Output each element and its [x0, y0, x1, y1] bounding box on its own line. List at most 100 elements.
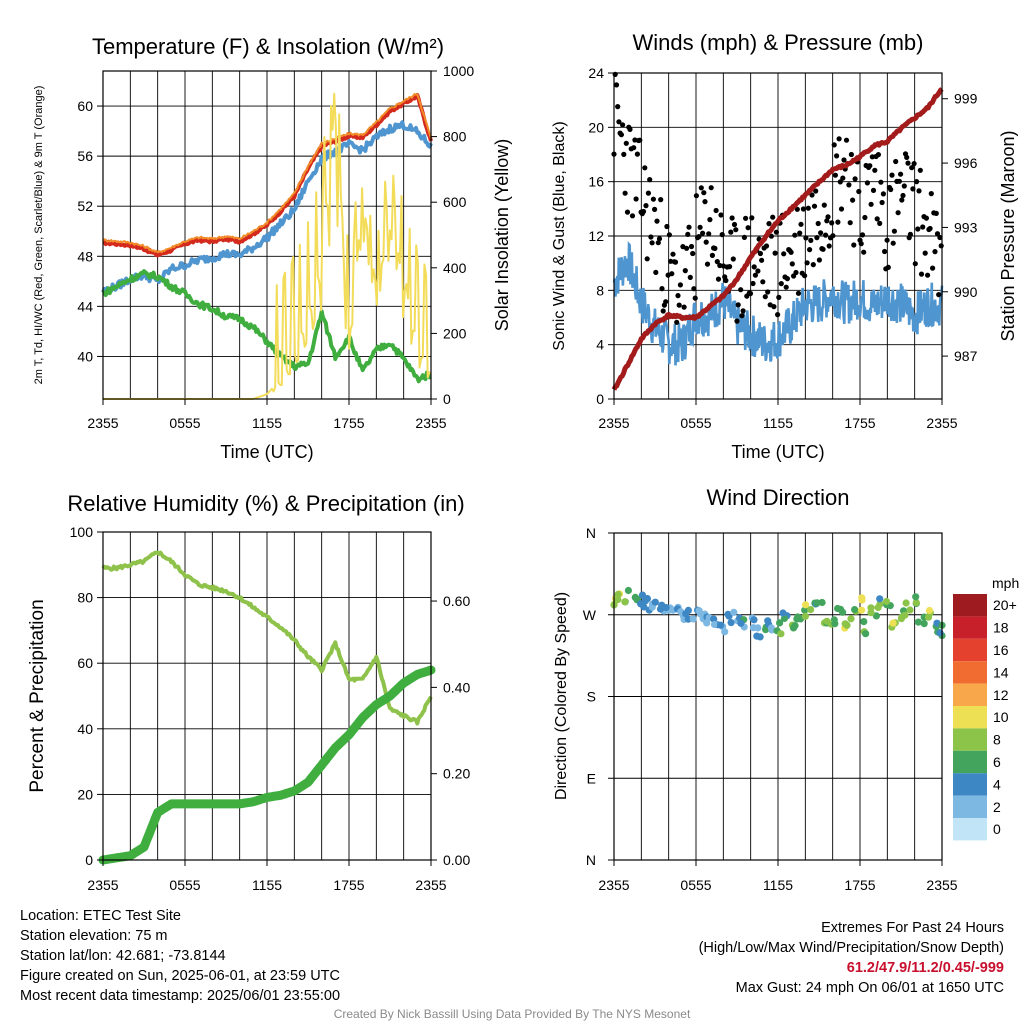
- winds-x-label: Time (UTC): [731, 442, 824, 462]
- direction-tick-label: N: [586, 525, 596, 541]
- direction-point: [780, 614, 789, 623]
- dewpoint-line: [101, 269, 432, 384]
- gust-point: [765, 289, 771, 295]
- gust-point: [870, 187, 877, 193]
- gust-point: [814, 235, 820, 241]
- gust-point: [889, 172, 895, 178]
- y-tick-label: 48: [77, 248, 93, 264]
- gust-point: [620, 122, 626, 128]
- direction-point: [682, 610, 690, 618]
- gust-point: [805, 205, 811, 211]
- gust-point: [693, 193, 700, 199]
- y-tick-label: 56: [77, 148, 93, 164]
- gust-point: [798, 221, 804, 227]
- direction-point: [858, 606, 866, 614]
- gust-point: [830, 233, 836, 239]
- gust-point: [709, 252, 716, 258]
- gust-point: [702, 199, 708, 205]
- gust-point: [747, 290, 754, 297]
- gust-point: [836, 136, 842, 142]
- gust-point: [672, 259, 679, 265]
- direction-point: [789, 624, 798, 632]
- gust-point: [930, 265, 936, 271]
- temperature-x-label: Time (UTC): [220, 442, 313, 462]
- gust-point: [757, 250, 764, 257]
- gust-point: [627, 126, 633, 132]
- y-tick-label: 100: [70, 524, 94, 540]
- direction-point: [882, 597, 891, 606]
- x-tick-label: 2355: [87, 415, 118, 431]
- y2-tick-label: 0.60: [443, 593, 470, 609]
- gust-point: [658, 197, 664, 203]
- direction-point: [924, 613, 933, 621]
- recent-data-text: Most recent data timestamp: 2025/06/01 2…: [20, 988, 341, 1004]
- gust-point: [875, 152, 882, 158]
- gust-point: [893, 158, 899, 165]
- gust-point: [795, 290, 802, 296]
- direction-tick-label: S: [587, 689, 596, 705]
- gust-point: [914, 179, 920, 185]
- x-tick-label: 1755: [333, 415, 364, 431]
- colorbar-label: 20+: [993, 597, 1017, 613]
- y2-tick-label: 0.00: [443, 852, 470, 868]
- gust-point: [868, 201, 874, 207]
- gust-point: [741, 234, 748, 240]
- colorbar-label: 4: [993, 776, 1001, 792]
- y2-tick-label: 993: [954, 219, 978, 235]
- gust-point: [823, 232, 829, 238]
- direction-point: [872, 612, 881, 620]
- gust-point: [911, 161, 917, 167]
- gust-point: [783, 284, 789, 290]
- relative-humidity-line: [101, 550, 433, 726]
- direction-point: [906, 606, 914, 614]
- gust-point: [890, 240, 896, 246]
- precipitation-line: [98, 665, 436, 865]
- y-tick-label: 40: [77, 721, 93, 737]
- direction-point: [847, 615, 855, 623]
- colorbar-label: 6: [993, 754, 1001, 770]
- gust-point: [776, 294, 782, 300]
- direction-point: [614, 590, 622, 599]
- gust-point: [738, 287, 744, 293]
- direction-point: [710, 620, 719, 629]
- gust-point: [696, 234, 702, 240]
- gust-point: [697, 224, 703, 230]
- gust-point: [770, 214, 776, 220]
- insolation-y2-label: Solar Insolation (Yellow): [492, 139, 512, 331]
- colorbar-label: 16: [993, 642, 1009, 658]
- gust-point: [850, 197, 856, 203]
- direction-point: [876, 600, 884, 608]
- y-tick-label: 44: [77, 298, 93, 314]
- gust-point: [684, 245, 690, 251]
- direction-point: [807, 606, 815, 614]
- wind-direction-points: [610, 586, 946, 641]
- direction-point: [914, 618, 923, 626]
- y-tick-label: 60: [77, 98, 93, 114]
- gust-point: [808, 237, 814, 243]
- gust-point: [874, 216, 880, 222]
- x-tick-label: 1755: [844, 877, 875, 893]
- gust-point: [912, 261, 918, 267]
- winds-series: [611, 71, 944, 391]
- colorbar-swatch: [953, 683, 987, 706]
- gust-point: [815, 220, 821, 227]
- y2-tick-label: 0.40: [443, 679, 470, 695]
- gust-point: [936, 292, 942, 298]
- gust-point: [832, 172, 839, 178]
- gust-point: [862, 214, 868, 221]
- direction-point: [801, 612, 810, 620]
- y-tick-label: 8: [596, 282, 604, 298]
- gust-point: [631, 145, 637, 151]
- colorbar-swatch: [953, 818, 987, 841]
- created-text: Figure created on Sun, 2025-06-01, at 23…: [20, 968, 340, 984]
- gust-point: [637, 137, 643, 143]
- gust-point: [847, 220, 853, 226]
- gust-point: [723, 277, 729, 284]
- temperature-panel-title: Temperature (F) & Insolation (W/m²): [92, 34, 444, 59]
- direction-point: [920, 620, 928, 628]
- colorbar-swatch: [953, 706, 987, 729]
- gust-point: [904, 154, 910, 160]
- y-tick-label: 24: [588, 65, 604, 81]
- winds-ticks: 0 4 8 12 16 20 24 987 990 993 996 999 2355 0555 1155 17…: [588, 65, 977, 431]
